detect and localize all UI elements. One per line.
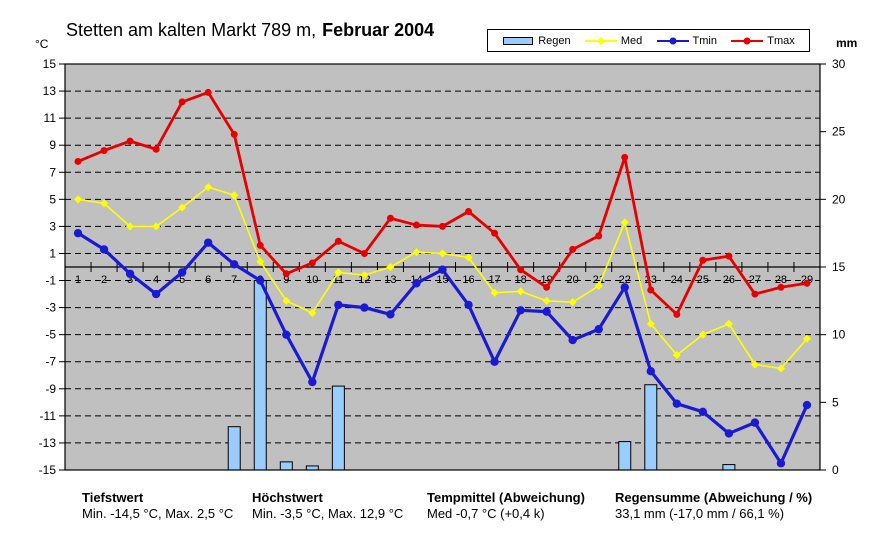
svg-text:28: 28 <box>775 274 787 286</box>
svg-text:15: 15 <box>43 57 57 71</box>
svg-text:7: 7 <box>231 274 237 286</box>
footer-tiefstwert-value: Min. -14,5 °C, Max. 2,5 °C <box>82 506 234 521</box>
legend-item-tmin: Tmin <box>656 34 717 47</box>
svg-text:5: 5 <box>179 274 185 286</box>
svg-text:3: 3 <box>127 274 133 286</box>
legend-item-tmax: Tmax <box>731 35 795 47</box>
chart-title: Stetten am kalten Markt 789 m, Februar 20… <box>66 20 434 41</box>
legend-label-tmax: Tmax <box>767 34 795 47</box>
svg-text:-1: -1 <box>45 274 56 288</box>
chart-title-location: Stetten am kalten Markt 789 m, <box>66 20 317 40</box>
right-axis: 30 25 20 15 10 5 0 <box>820 57 846 477</box>
svg-text:6: 6 <box>205 274 211 286</box>
svg-text:-7: -7 <box>45 355 56 369</box>
x-axis: 1234567891011121314151617181920212223242… <box>64 262 821 286</box>
series-med-line <box>74 183 811 373</box>
plot-border <box>64 63 821 471</box>
footer-hoechstwert-value: Min. -3,5 °C, Max. 12,9 °C <box>252 506 404 521</box>
svg-text:-15: -15 <box>39 463 57 477</box>
svg-text:-11: -11 <box>40 409 57 423</box>
svg-text:13: 13 <box>43 84 57 98</box>
svg-text:13: 13 <box>384 274 396 286</box>
svg-text:22: 22 <box>619 274 631 286</box>
svg-text:27: 27 <box>749 274 761 286</box>
legend-item-regen: Regen <box>502 34 571 47</box>
svg-text:18: 18 <box>514 274 526 286</box>
svg-text:7: 7 <box>49 165 56 179</box>
legend: Regen Med Tmin Tmax <box>487 29 810 52</box>
footer-regensumme: Regensumme (Abweichung / %) 33,1 mm (-17… <box>615 490 812 522</box>
svg-text:12: 12 <box>358 274 370 286</box>
svg-text:9: 9 <box>49 138 56 152</box>
svg-text:2: 2 <box>101 274 107 286</box>
svg-text:9: 9 <box>283 274 289 286</box>
summary-footer: Tiefstwert Min. -14,5 °C, Max. 2,5 °C Hö… <box>0 490 886 530</box>
footer-tiefstwert-title: Tiefstwert <box>82 490 144 505</box>
left-axis: 15 13 11 9 7 5 3 1 -1 -3 -5 -7 -9 -11 -13 -15 <box>39 57 65 477</box>
footer-regensumme-value: 33,1 mm (-17,0 mm / 66,1 %) <box>615 506 785 521</box>
footer-tempmittel-value: Med -0,7 °C (+0,4 k) <box>427 506 545 521</box>
svg-text:17: 17 <box>488 274 500 286</box>
med-line-swatch-icon <box>584 35 617 47</box>
svg-text:25: 25 <box>697 274 709 286</box>
svg-text:0: 0 <box>832 463 839 477</box>
svg-text:10: 10 <box>832 328 846 342</box>
svg-text:11: 11 <box>44 111 57 125</box>
series-tmin-line <box>73 228 812 468</box>
regen-bar-swatch-icon <box>502 35 534 47</box>
svg-text:16: 16 <box>462 274 474 286</box>
svg-text:20: 20 <box>567 274 579 286</box>
svg-text:30: 30 <box>832 57 846 71</box>
left-axis-unit-label: °C <box>35 37 49 51</box>
legend-label-tmin: Tmin <box>692 34 717 47</box>
legend-item-med: Med <box>584 34 643 47</box>
svg-text:15: 15 <box>436 274 448 286</box>
footer-tempmittel-title: Tempmittel (Abweichung) <box>427 490 585 505</box>
right-axis-unit-label: mm <box>836 36 858 50</box>
footer-regensumme-title: Regensumme (Abweichung / %) <box>615 490 813 505</box>
svg-text:26: 26 <box>723 274 735 286</box>
svg-text:10: 10 <box>306 274 318 286</box>
tmax-line-swatch-icon <box>731 35 764 47</box>
footer-tiefstwert: Tiefstwert Min. -14,5 °C, Max. 2,5 °C <box>82 490 233 522</box>
svg-text:3: 3 <box>49 219 56 233</box>
legend-label-med: Med <box>620 34 643 47</box>
svg-text:-9: -9 <box>45 382 56 396</box>
footer-hoechstwert: Höchstwert Min. -3,5 °C, Max. 12,9 °C <box>252 490 403 522</box>
tmin-line-swatch-icon <box>656 35 689 47</box>
svg-text:25: 25 <box>832 125 846 139</box>
footer-hoechstwert-title: Höchstwert <box>252 490 323 505</box>
svg-text:24: 24 <box>671 274 683 286</box>
svg-text:5: 5 <box>49 192 56 206</box>
legend-label-regen: Regen <box>538 34 571 47</box>
svg-text:1: 1 <box>49 246 56 260</box>
svg-text:4: 4 <box>153 274 159 286</box>
footer-tempmittel: Tempmittel (Abweichung) Med -0,7 °C (+0,… <box>427 490 585 522</box>
series-regen-bars <box>227 280 736 471</box>
svg-text:15: 15 <box>832 260 846 274</box>
chart-title-period: Februar 2004 <box>322 20 435 40</box>
svg-text:-5: -5 <box>45 328 56 342</box>
svg-text:5: 5 <box>832 395 839 409</box>
svg-text:20: 20 <box>832 192 846 206</box>
svg-text:-13: -13 <box>39 436 57 450</box>
svg-text:1: 1 <box>75 274 81 286</box>
gridlines <box>65 90 820 444</box>
series-tmax-line <box>74 88 811 318</box>
svg-text:-3: -3 <box>45 301 56 315</box>
svg-text:11: 11 <box>333 274 344 286</box>
